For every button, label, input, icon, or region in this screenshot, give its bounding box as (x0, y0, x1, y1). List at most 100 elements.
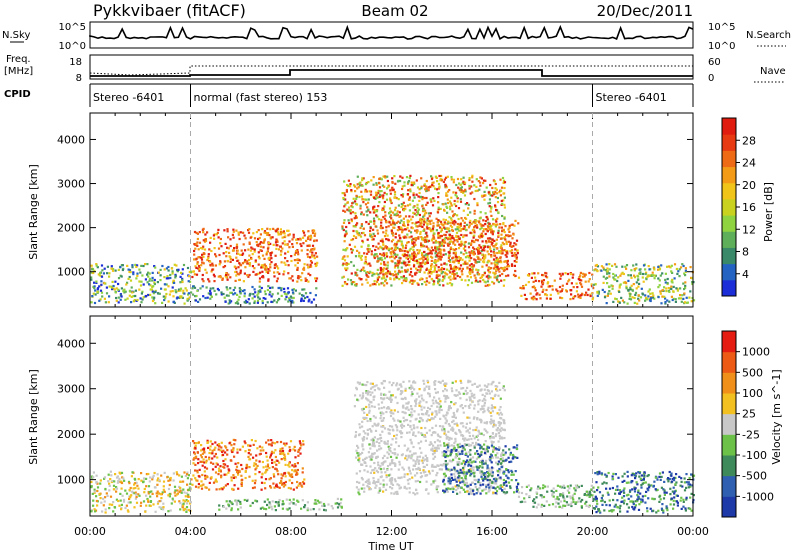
heatmap-cell (348, 206, 351, 209)
heatmap-cell (173, 281, 176, 284)
heatmap-cell (377, 461, 380, 464)
heatmap-cell (301, 288, 304, 291)
heatmap-cell (145, 485, 148, 488)
heatmap-cell (503, 269, 506, 272)
heatmap-cell (540, 285, 543, 288)
heatmap-cell (673, 263, 677, 266)
heatmap-cell (227, 294, 230, 297)
heatmap-cell (228, 299, 231, 302)
heatmap-cell (302, 242, 305, 245)
heatmap-cell (132, 295, 135, 298)
heatmap-cell (416, 203, 419, 206)
heatmap-cell (100, 291, 104, 294)
heatmap-cell (228, 469, 231, 472)
heatmap-cell (424, 236, 427, 239)
heatmap-cell (473, 258, 476, 261)
heatmap-cell (454, 402, 457, 405)
heatmap-cell (397, 261, 400, 264)
heatmap-cell (467, 242, 470, 245)
heatmap-cell (410, 411, 413, 414)
heatmap-cell (671, 298, 674, 302)
heatmap-cell (485, 392, 488, 395)
heatmap-cell (396, 490, 399, 493)
heatmap-cell (494, 225, 497, 228)
heatmap-cell (162, 508, 165, 511)
heatmap-cell (422, 456, 425, 459)
heatmap-cell (689, 266, 692, 269)
heatmap-cell (442, 218, 445, 221)
heatmap-cell (226, 230, 229, 233)
heatmap-cell (420, 257, 423, 260)
heatmap-cell (235, 468, 238, 471)
heatmap-cell (266, 233, 269, 236)
heatmap-cell (275, 468, 278, 471)
heatmap-cell (394, 232, 397, 235)
heatmap-cell (680, 300, 683, 303)
heatmap-cell (96, 287, 100, 290)
heatmap-cell (506, 268, 509, 271)
heatmap-cell (406, 226, 409, 229)
heatmap-cell (154, 510, 157, 513)
heatmap-cell (412, 206, 415, 209)
heatmap-cell (448, 205, 452, 208)
heatmap-cell (357, 186, 360, 189)
heatmap-cell (236, 293, 239, 296)
heatmap-cell (393, 244, 396, 247)
heatmap-cell (469, 276, 472, 279)
heatmap-cell (299, 238, 302, 241)
heatmap-cell (572, 286, 575, 289)
heatmap-cell (183, 471, 186, 474)
heatmap-cell (357, 234, 360, 237)
heatmap-cell (181, 506, 184, 509)
heatmap-cell (481, 234, 485, 237)
heatmap-cell (439, 234, 442, 238)
heatmap-cell (434, 246, 437, 249)
heatmap-cell (608, 275, 611, 278)
heatmap-cell (448, 241, 451, 244)
heatmap-cell (437, 258, 440, 261)
heatmap-cell (276, 228, 279, 231)
heatmap-cell (275, 301, 278, 304)
heatmap-cell (229, 238, 232, 241)
heatmap-cell (263, 481, 266, 485)
heatmap-cell (385, 483, 388, 486)
heatmap-cell (468, 254, 472, 257)
heatmap-cell (437, 255, 440, 258)
heatmap-cell (253, 237, 257, 240)
heatmap-cell (267, 241, 270, 245)
heatmap-cell (414, 209, 417, 212)
heatmap-cell (435, 449, 438, 452)
heatmap-cell (483, 488, 486, 491)
heatmap-cell (473, 407, 476, 410)
heatmap-cell (215, 480, 218, 483)
heatmap-cell (167, 510, 170, 513)
heatmap-cell (394, 206, 397, 209)
heatmap-cell (361, 478, 364, 481)
heatmap-cell (453, 269, 456, 272)
heatmap-cell (277, 504, 280, 507)
heatmap-cell (175, 471, 178, 474)
heatmap-cell (375, 182, 378, 185)
heatmap-cell (214, 264, 217, 267)
heatmap-cell (266, 247, 270, 250)
heatmap-cell (226, 483, 229, 486)
heatmap-cell (413, 464, 416, 467)
heatmap-cell (207, 253, 210, 256)
heatmap-cell (433, 199, 436, 202)
heatmap-cell (353, 184, 356, 187)
heatmap-cell (234, 292, 237, 295)
heatmap-cell (167, 269, 170, 272)
heatmap-cell (362, 268, 365, 271)
heatmap-cell (181, 272, 184, 275)
heatmap-cell (383, 191, 386, 194)
heatmap-cell (365, 384, 368, 387)
heatmap-cell (134, 497, 137, 500)
heatmap-cell (448, 230, 451, 233)
heatmap-cell (400, 194, 403, 197)
heatmap-cell (377, 247, 380, 250)
heatmap-cell (403, 444, 406, 447)
heatmap-cell (405, 228, 408, 231)
heatmap-cell (152, 285, 155, 288)
heatmap-cell (193, 442, 196, 445)
